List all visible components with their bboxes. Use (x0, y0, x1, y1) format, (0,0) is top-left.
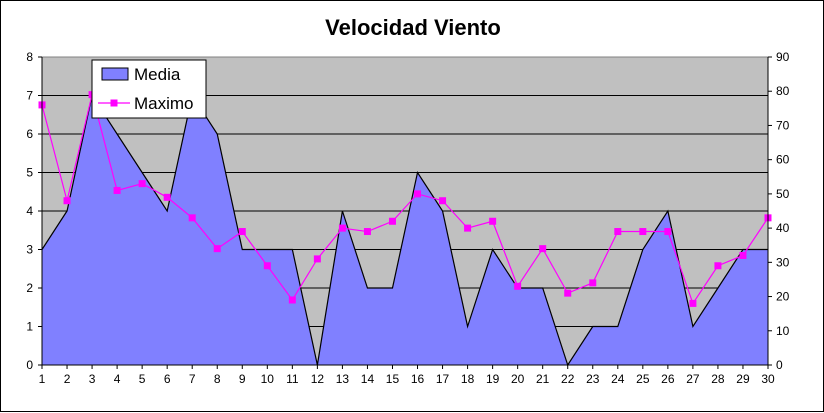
maximo-point (63, 197, 71, 205)
x-tick-label: 8 (214, 372, 221, 386)
x-tick-label: 11 (286, 372, 299, 386)
left-tick-label: 1 (26, 320, 33, 334)
maximo-point (414, 190, 422, 198)
left-tick-label: 8 (26, 50, 33, 64)
maximo-point (213, 245, 221, 253)
left-tick-label: 5 (26, 166, 33, 180)
x-tick-label: 15 (386, 372, 400, 386)
left-tick-label: 7 (26, 89, 33, 103)
x-tick-label: 7 (189, 372, 196, 386)
x-tick-label: 27 (686, 372, 700, 386)
maximo-point (489, 217, 497, 225)
maximo-point (439, 197, 447, 205)
maximo-point (464, 224, 472, 232)
maximo-point (338, 224, 346, 232)
media-outline (41, 93, 768, 367)
right-tick-label: 20 (776, 290, 790, 304)
maximo-point (288, 296, 296, 304)
x-tick-label: 23 (586, 372, 600, 386)
x-tick-label: 18 (461, 372, 475, 386)
x-tick-label: 6 (164, 372, 171, 386)
right-tick-label: 0 (776, 358, 783, 372)
chart-title: Velocidad Viento (325, 15, 501, 40)
legend-swatch-media (101, 67, 129, 81)
maximo-line (41, 94, 769, 305)
right-tick-label: 10 (776, 324, 790, 338)
right-tick-label: 70 (776, 118, 790, 132)
x-tick-label: 17 (436, 372, 450, 386)
left-tick-label: 4 (26, 204, 33, 218)
x-tick-label: 21 (536, 372, 550, 386)
left-tick-label: 0 (26, 358, 33, 372)
x-tick-label: 13 (336, 372, 350, 386)
x-tick-label: 19 (486, 372, 500, 386)
x-tick-label: 30 (761, 372, 775, 386)
maximo-point (714, 262, 722, 270)
legend-label-maximo: Maximo (134, 94, 194, 113)
maximo-point (664, 228, 672, 236)
x-tick-label: 25 (636, 372, 650, 386)
maximo-point (539, 245, 547, 253)
x-tick-label: 16 (411, 372, 425, 386)
maximo-point (238, 228, 246, 236)
maximo-point (388, 217, 396, 225)
maximo-point (514, 282, 522, 290)
x-tick-label: 9 (239, 372, 246, 386)
x-tick-label: 24 (611, 372, 625, 386)
x-tick-label: 28 (711, 372, 725, 386)
right-tick-label: 60 (776, 153, 790, 167)
legend-label-media: Media (134, 65, 181, 84)
left-tick-label: 2 (26, 281, 33, 295)
right-tick-label: 80 (776, 84, 790, 98)
left-tick-label: 6 (26, 127, 33, 141)
x-tick-label: 14 (361, 372, 375, 386)
maximo-point (138, 180, 146, 188)
maximo-point (639, 228, 647, 236)
maximo-point (689, 299, 697, 307)
maximo-point (263, 262, 271, 270)
x-tick-label: 4 (114, 372, 121, 386)
x-tick-label: 20 (511, 372, 525, 386)
legend-marker-maximo (110, 99, 118, 107)
maximo-point (564, 289, 572, 297)
x-tick-label: 26 (661, 372, 675, 386)
right-tick-label: 50 (776, 187, 790, 201)
maximo-point (113, 186, 121, 194)
left-tick-label: 3 (26, 243, 33, 257)
maximo-point (614, 228, 622, 236)
x-tick-label: 10 (261, 372, 275, 386)
x-tick-label: 5 (139, 372, 146, 386)
right-tick-label: 30 (776, 255, 790, 269)
right-tick-label: 90 (776, 50, 790, 64)
x-tick-label: 1 (39, 372, 46, 386)
x-tick-label: 22 (561, 372, 575, 386)
maximo-point (589, 279, 597, 287)
x-tick-label: 2 (64, 372, 71, 386)
maximo-point (363, 228, 371, 236)
maximo-point (188, 214, 196, 222)
maximo-point (313, 255, 321, 263)
maximo-point (163, 193, 171, 201)
right-tick-label: 40 (776, 221, 790, 235)
x-tick-label: 12 (311, 372, 325, 386)
x-tick-label: 3 (89, 372, 96, 386)
x-tick-label: 29 (736, 372, 750, 386)
maximo-point (739, 251, 747, 259)
